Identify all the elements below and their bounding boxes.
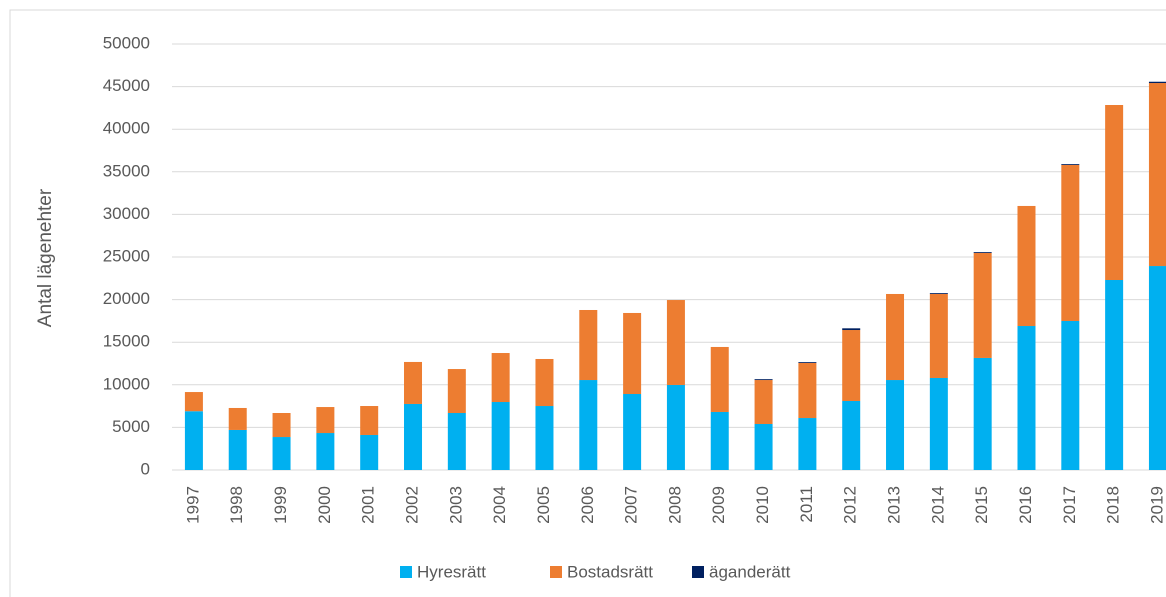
x-tick-label: 2014 xyxy=(928,486,947,524)
x-tick-label: 2005 xyxy=(534,486,553,524)
x-tick-label: 2003 xyxy=(446,486,465,524)
bar-segment xyxy=(447,369,466,414)
x-tick-label: 2004 xyxy=(490,486,509,524)
y-tick-label: 40000 xyxy=(103,119,150,138)
y-tick-label: 35000 xyxy=(103,161,150,180)
bar-segment xyxy=(360,434,379,470)
bar-segment xyxy=(754,379,773,381)
bar-segment xyxy=(404,403,423,470)
bar-segment xyxy=(316,433,335,470)
bar-segment xyxy=(929,293,948,294)
bar-segment xyxy=(535,358,554,407)
bar-segment xyxy=(1105,280,1124,470)
bar-segment xyxy=(754,423,773,470)
bar-segment xyxy=(1061,164,1080,321)
legend-label: äganderätt xyxy=(709,562,791,581)
bar-segment xyxy=(1105,105,1124,281)
x-tick-label: 2013 xyxy=(885,486,904,524)
bar-segment xyxy=(842,330,861,401)
x-tick-label: 2000 xyxy=(315,486,334,524)
x-tick-label: 1997 xyxy=(183,486,202,524)
y-tick-label: 30000 xyxy=(103,204,150,223)
bar-segment xyxy=(710,411,729,470)
y-axis-label: Antal lägenehter xyxy=(35,188,56,327)
bar-segment xyxy=(316,407,335,434)
bar-segment xyxy=(1017,326,1036,470)
legend-swatch xyxy=(692,566,704,578)
bar-segment xyxy=(798,362,817,363)
legend-swatch xyxy=(400,566,412,578)
bar-segment xyxy=(360,406,379,435)
bar-segment xyxy=(228,429,247,470)
bar-segment xyxy=(404,361,423,404)
bar-segment xyxy=(272,437,291,470)
bar-segment xyxy=(973,252,992,253)
bar-segment xyxy=(842,328,861,331)
bar-segment xyxy=(272,413,291,438)
x-tick-label: 2002 xyxy=(402,486,421,524)
bar-segment xyxy=(579,380,598,470)
bar-segment xyxy=(798,418,817,470)
x-tick-label: 2009 xyxy=(709,486,728,524)
bar-segment xyxy=(886,293,905,381)
bar-segment xyxy=(973,357,992,470)
bar-segment xyxy=(666,384,685,470)
bar-segment xyxy=(491,353,510,403)
y-tick-label: 20000 xyxy=(103,289,150,308)
y-tick-label: 45000 xyxy=(103,76,150,95)
bar-segment xyxy=(1148,266,1166,470)
y-tick-label: 10000 xyxy=(103,374,150,393)
x-tick-label: 2006 xyxy=(578,486,597,524)
x-tick-label: 1999 xyxy=(271,486,290,524)
bar-segment xyxy=(754,380,773,424)
bar-segment xyxy=(842,400,861,470)
x-tick-label: 2007 xyxy=(622,486,641,524)
y-tick-label: 15000 xyxy=(103,332,150,351)
x-tick-label: 2001 xyxy=(359,486,378,524)
bar-segment xyxy=(1061,320,1080,470)
x-tick-label: 2012 xyxy=(841,486,860,524)
bar-segment xyxy=(929,377,948,470)
bar-segment xyxy=(1148,81,1166,84)
x-tick-label: 1998 xyxy=(227,486,246,524)
y-tick-label: 50000 xyxy=(103,33,150,52)
x-tick-label: 2016 xyxy=(1016,486,1035,524)
x-tick-label: 2017 xyxy=(1060,486,1079,524)
chart-frame xyxy=(9,9,1166,597)
bar-segment xyxy=(579,309,598,381)
legend-label: Bostadsrätt xyxy=(567,562,653,581)
bar-segment xyxy=(710,346,729,412)
bar-segment xyxy=(929,293,948,378)
bar-segment xyxy=(1061,164,1080,165)
x-tick-label: 2018 xyxy=(1104,486,1123,524)
y-tick-label: 25000 xyxy=(103,246,150,265)
x-tick-label: 2010 xyxy=(753,486,772,524)
x-tick-label: 2019 xyxy=(1147,486,1166,524)
y-tick-label: 0 xyxy=(141,459,150,478)
bar-segment xyxy=(184,392,203,412)
bar-segment xyxy=(1148,83,1166,267)
bar-segment xyxy=(535,406,554,470)
bar-segment xyxy=(886,380,905,470)
x-tick-label: 2015 xyxy=(972,486,991,524)
bar-segment xyxy=(623,394,642,470)
bar-segment xyxy=(623,312,642,395)
bar-segment xyxy=(973,252,992,358)
bar-segment xyxy=(798,362,817,419)
bar-segment xyxy=(184,411,203,470)
bar-segment xyxy=(228,407,247,430)
bar-segment xyxy=(666,300,685,385)
x-tick-label: 2008 xyxy=(665,486,684,524)
bar-segment xyxy=(491,402,510,470)
x-tick-label: 2011 xyxy=(797,486,816,523)
y-tick-label: 5000 xyxy=(112,417,150,436)
bar-segment xyxy=(1017,205,1036,327)
bar-segment xyxy=(447,413,466,470)
legend-label: Hyresrätt xyxy=(417,562,486,581)
legend-swatch xyxy=(550,566,562,578)
